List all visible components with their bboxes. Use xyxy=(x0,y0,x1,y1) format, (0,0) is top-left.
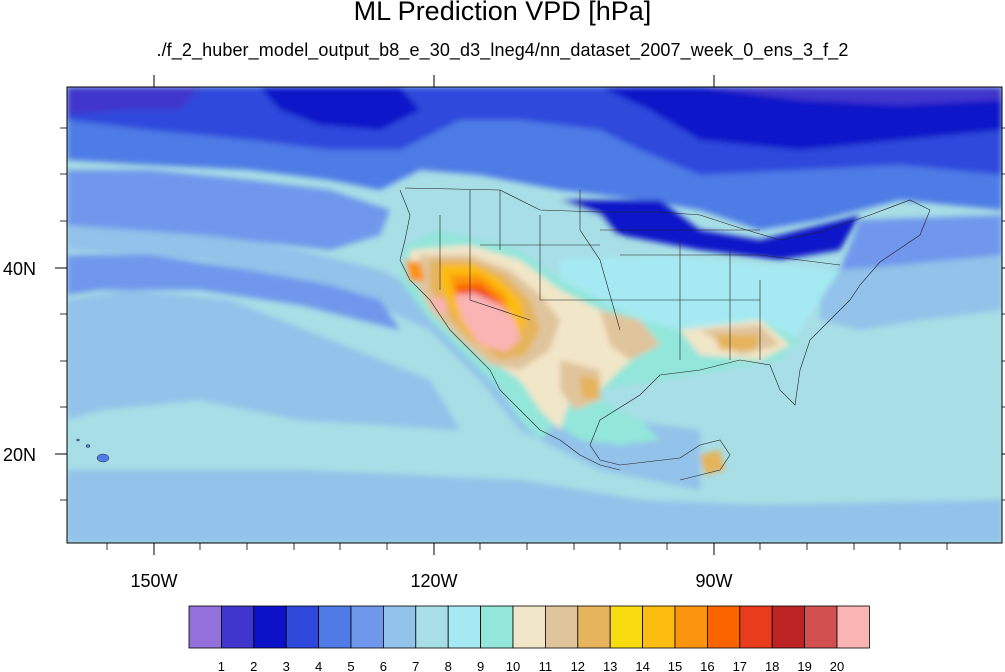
colorbar-label: 2 xyxy=(250,659,257,672)
colorbar-label: 18 xyxy=(765,659,779,672)
colorbar-label: 3 xyxy=(283,659,290,672)
colorbar-swatch xyxy=(350,605,384,649)
plot-frame xyxy=(66,86,1003,544)
colorbar-swatch xyxy=(771,605,806,649)
axis-ticks xyxy=(55,75,1005,555)
colorbar-swatch xyxy=(447,605,482,649)
colorbar-label: 11 xyxy=(539,659,553,672)
hawaii-islands xyxy=(76,438,110,463)
colorbar-swatch xyxy=(253,605,287,649)
colorbar-swatch xyxy=(674,605,708,649)
colorbar-swatch xyxy=(480,605,514,649)
colorbar-swatch xyxy=(545,605,579,649)
colorbar-label: 13 xyxy=(603,659,617,672)
lat-tick-20n: 20N xyxy=(3,445,36,465)
colorbar-swatch xyxy=(609,605,644,649)
plot-area xyxy=(67,87,1002,543)
colorbar-swatch xyxy=(642,605,676,649)
colorbar-label: 19 xyxy=(797,659,811,672)
lon-tick-150w: 150W xyxy=(130,571,177,591)
colorbar-label: 4 xyxy=(315,659,322,672)
colorbar-swatch xyxy=(188,605,222,649)
colorbar-swatch xyxy=(836,605,870,649)
colorbar-label: 20 xyxy=(830,659,844,672)
colorbar-label: 14 xyxy=(635,659,649,672)
colorbar-label: 9 xyxy=(477,659,484,672)
colorbar-label: 16 xyxy=(700,659,714,672)
colorbar-swatch xyxy=(707,605,741,649)
colorbar-label: 17 xyxy=(733,659,747,672)
colorbar-swatch xyxy=(285,605,320,649)
colorbar-swatch xyxy=(804,605,838,649)
colorbar-swatch xyxy=(318,605,352,649)
colorbar-swatch xyxy=(512,605,546,649)
colorbar-swatch xyxy=(739,605,773,649)
colorbar-label: 10 xyxy=(506,659,520,672)
colorbar-label: 5 xyxy=(347,659,354,672)
colorbar-label: 1 xyxy=(218,659,225,672)
lat-tick-40n: 40N xyxy=(3,259,36,279)
map-subtitle: ./f_2_huber_model_output_b8_e_30_d3_lneg… xyxy=(156,40,849,60)
colorbar-label: 7 xyxy=(412,659,419,672)
colorbar-label: 6 xyxy=(380,659,387,672)
colorbar-label: 12 xyxy=(571,659,585,672)
minor-ticks xyxy=(60,127,1005,550)
coastlines xyxy=(399,187,931,481)
map-title: ML Prediction VPD [hPa] xyxy=(353,0,652,26)
colorbar-swatch xyxy=(220,605,255,649)
colorbar-swatch xyxy=(577,605,611,649)
colorbar-swatch xyxy=(382,605,417,649)
colorbar-label: 15 xyxy=(668,659,682,672)
colorbar: 1 2 3 4 5 6 7 8 9 10 11 12 13 14 15 16 17 18 19 20 xyxy=(188,605,870,672)
lon-tick-90w: 90W xyxy=(695,571,732,591)
lon-tick-120w: 120W xyxy=(410,571,457,591)
colorbar-label: 8 xyxy=(445,659,452,672)
colorbar-swatch xyxy=(415,605,449,649)
